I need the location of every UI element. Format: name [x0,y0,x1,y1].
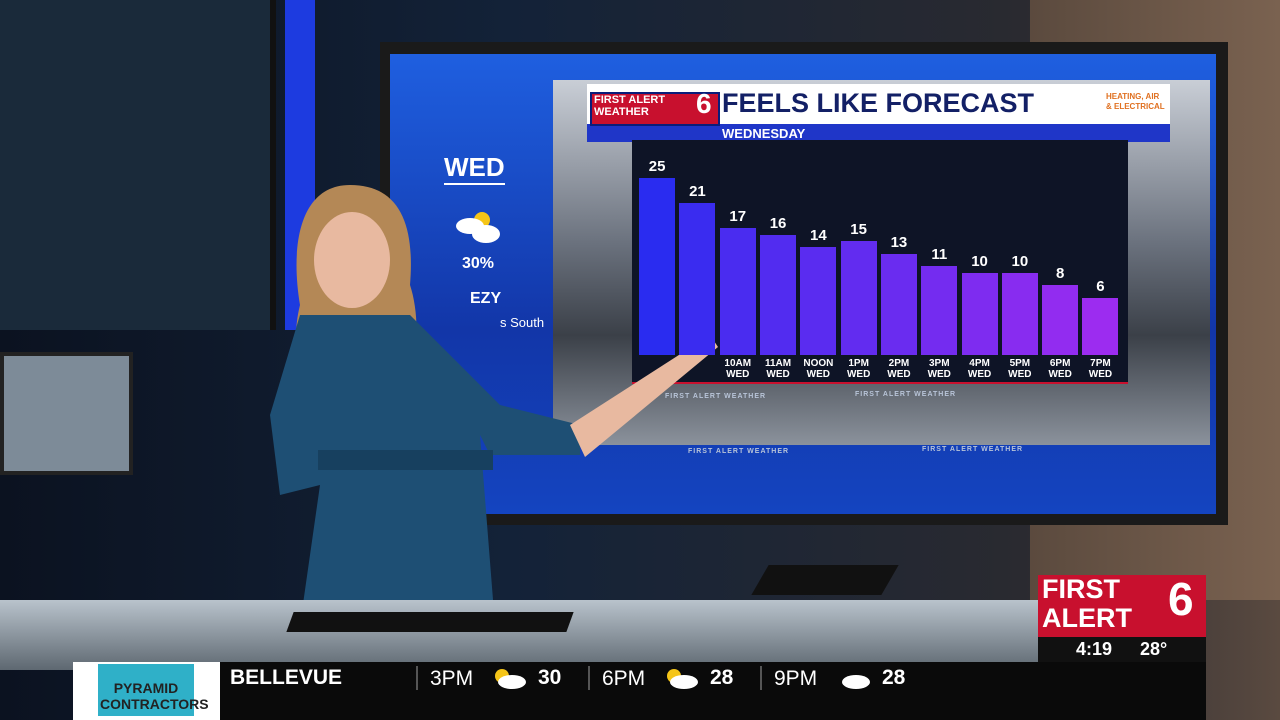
logo-number: 6 [696,88,712,119]
category-label: 7PM WED [1088,358,1113,380]
value-label: 6 [1096,278,1105,295]
bar [639,177,676,355]
cloud [472,225,500,243]
category-label: 4PM WED [967,358,992,380]
desk-monitor [0,352,133,475]
category-label: 3PM WED [927,358,951,380]
slot-time: 6PM [602,667,646,690]
bug-text: FIRST ALERT [1042,574,1132,633]
day-label: WED [444,152,505,185]
value-label: 10 [1011,252,1029,270]
category-label: 1PM WED [846,358,871,380]
bar [719,228,756,355]
bar [679,203,716,355]
desk [0,600,1060,670]
keyboard [751,565,899,595]
slot-temp: 28 [710,666,734,689]
belt [318,450,493,470]
slot-temp: 30 [538,666,562,689]
presenter [270,185,718,625]
plot-baseline [632,382,1128,384]
value-label: 10 [971,252,988,270]
city: BELLEVUE [230,666,343,689]
watermark: FIRST ALERT WEATHER [688,448,790,455]
subheader-bar [587,124,1170,142]
arm [570,335,718,457]
chart-title: FEELS LIKE FORECAST [722,88,1035,118]
value-label: 17 [729,208,747,226]
slot-divider [416,666,418,690]
slot-time: 3PM [430,667,474,690]
value-label: 13 [890,233,908,251]
cloud [498,675,526,689]
bar [760,234,797,355]
slot-icon [667,669,698,689]
value-label: 16 [769,214,787,232]
clock: 4:19 [1076,639,1113,659]
category-label: 6PM WED [1048,358,1072,380]
watermark: FIRST ALERT WEATHER [922,446,1024,453]
category-label: NOON WED [803,358,834,380]
watermark: FIRST ALERT WEATHER [855,391,957,398]
bar [961,272,998,355]
category-label: 11AM WED [764,358,792,380]
category-label: 2PM WED [887,358,911,380]
bar [1001,272,1038,355]
bar [1082,298,1119,355]
value-label: 25 [648,157,666,175]
value-label: 14 [810,227,827,245]
slot-divider [760,666,762,690]
category-label: 10AM WED [724,358,752,380]
logo-box [590,92,720,126]
left-monitor [0,0,276,330]
bar [800,247,837,355]
category-label: 5PM WED [1008,358,1032,380]
sponsor: HEATING, AIR & ELECTRICAL [1106,92,1165,111]
value-label: 21 [689,183,706,200]
slot-icon [495,669,526,689]
slot-time: 9PM [774,667,818,690]
slot-divider [588,666,590,690]
face [314,212,390,308]
slot-icon [842,675,870,689]
bug-number: 6 [1168,573,1194,625]
value-label: 8 [1055,265,1065,283]
slot-temp: 28 [882,666,906,689]
keyboard [286,612,574,632]
bar [880,253,917,355]
cloud [842,675,870,689]
bar [1042,285,1079,355]
chart-subtitle: WEDNESDAY [722,126,806,141]
sponsor-badge [98,664,194,716]
wind-direction: s South [500,315,545,330]
watermark: FIRST ALERT WEATHER [665,393,767,400]
cloud [670,675,698,689]
current-temp: 28° [1140,639,1168,659]
sponsor-name: PYRAMID CONTRACTORS [100,680,209,712]
value-label: 15 [850,221,867,238]
logo-text: FIRST ALERT WEATHER [594,94,666,118]
lower-third [73,662,1206,720]
precip-chance: 30% [462,255,495,272]
value-label: 11 [931,246,948,264]
bar [921,266,958,355]
weather-icon [456,212,500,243]
station-bug [1038,575,1206,637]
bar [840,241,877,355]
wind-text: EZY [470,290,502,307]
bug-strip [1038,637,1206,662]
